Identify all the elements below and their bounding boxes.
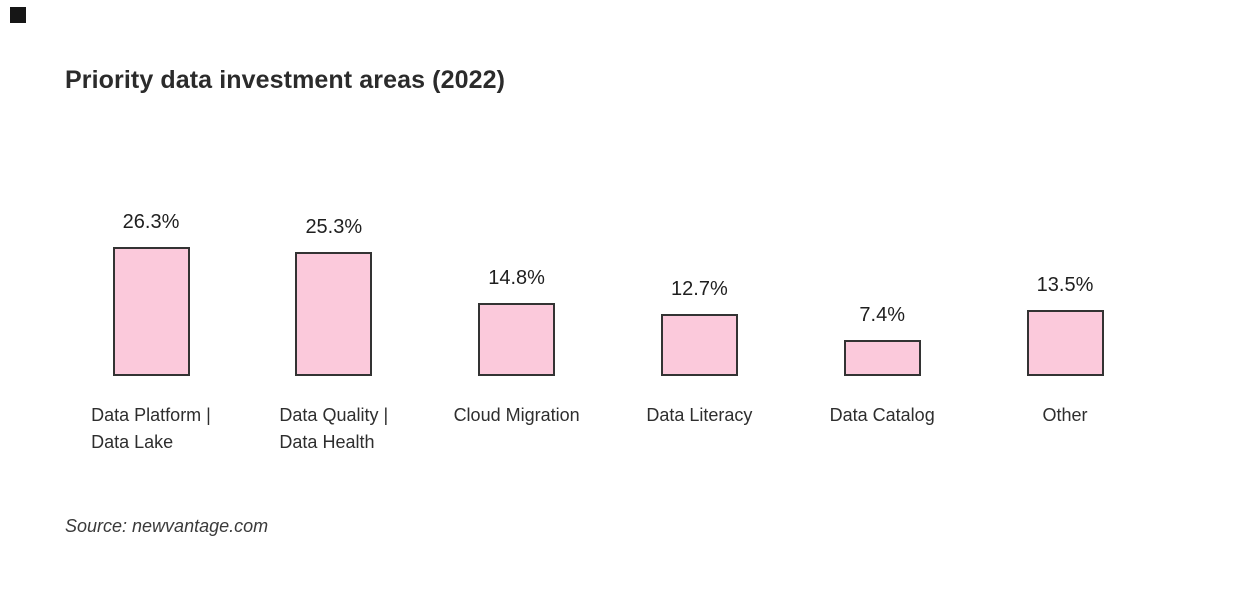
category-label-lines: Data Platform | Data Lake — [91, 402, 211, 456]
category-label: Other — [965, 402, 1165, 429]
bar-value-label: 14.8% — [488, 267, 545, 289]
category-label: Data Quality | Data Health — [234, 402, 434, 456]
category-label: Data Catalog — [782, 402, 982, 429]
category-label: Cloud Migration — [417, 402, 617, 429]
category-label-line: Data Catalog — [829, 405, 935, 425]
category-label-line: Other — [1042, 405, 1088, 425]
category-label-lines: Data Catalog — [830, 402, 935, 429]
bar-column: 25.3% — [244, 214, 424, 376]
bar-value-label: 7.4% — [859, 304, 905, 326]
category-label-lines: Other — [1042, 402, 1087, 429]
bar — [295, 252, 373, 376]
category-label-line: Data Quality | — [279, 405, 389, 425]
category-label-lines: Data Quality | Data Health — [279, 402, 388, 456]
category-label-line: Data Lake — [91, 432, 174, 452]
corner-mark — [10, 7, 26, 23]
category-label-line: Data Literacy — [646, 405, 753, 425]
category-label-line: Cloud Migration — [453, 405, 580, 425]
category-label-line: Data Platform | — [91, 405, 211, 425]
bar — [660, 314, 738, 376]
bar-column: 26.3% — [61, 209, 241, 376]
category-label-lines: Data Literacy — [646, 402, 752, 429]
bar — [1026, 310, 1104, 376]
category-label: Data Literacy — [599, 402, 799, 429]
bar-column: 12.7% — [609, 276, 789, 376]
chart-title: Priority data investment areas (2022) — [65, 66, 506, 94]
bar-value-label: 26.3% — [122, 211, 180, 233]
bar-column: 14.8% — [427, 265, 607, 376]
bar-column: 13.5% — [975, 272, 1155, 376]
bar-value-label: 13.5% — [1036, 274, 1094, 296]
category-label: Data Platform | Data Lake — [51, 402, 251, 456]
bar-value-label: 12.7% — [671, 278, 728, 300]
category-label-lines: Cloud Migration — [454, 402, 580, 429]
bar-value-label: 25.3% — [305, 216, 363, 238]
bar-column: 7.4% — [792, 302, 972, 376]
bar — [843, 340, 921, 376]
category-label-line: Data Health — [279, 432, 375, 452]
source-credit: Source: newvantage.com — [65, 516, 269, 536]
bar — [112, 247, 190, 376]
bar — [478, 303, 556, 376]
